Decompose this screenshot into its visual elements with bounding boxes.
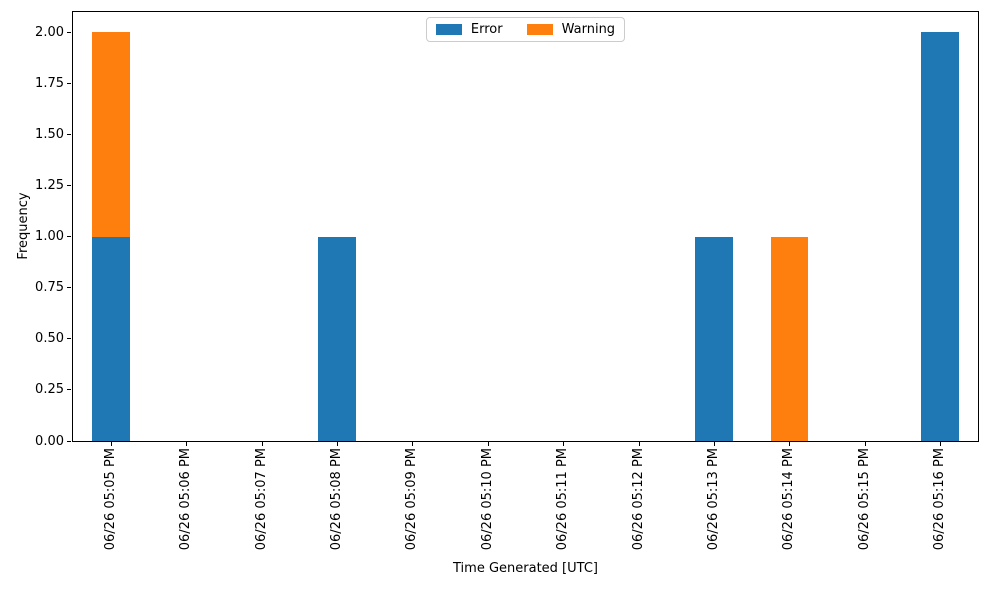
- y-tick: [67, 236, 71, 238]
- y-tick: [67, 389, 71, 391]
- y-tick-label: 0.50: [35, 331, 64, 347]
- x-tick-label: 06/26 05:16 PM: [932, 448, 948, 551]
- y-tick-label: 0.75: [35, 280, 64, 296]
- x-tick-label: 06/26 05:12 PM: [630, 448, 646, 551]
- y-tick: [67, 83, 71, 84]
- x-tick-label: 06/26 05:05 PM: [102, 448, 118, 551]
- x-tick: [488, 442, 489, 446]
- bar-segment-error: [921, 32, 960, 441]
- bar-segment-warning: [91, 32, 130, 237]
- y-tick: [67, 287, 71, 289]
- y-tick-label: 2.00: [35, 24, 64, 40]
- x-tick: [639, 442, 640, 446]
- x-tick-label: 06/26 05:14 PM: [781, 448, 797, 551]
- bar-segment-error: [695, 236, 733, 441]
- y-tick-label: 0.00: [35, 433, 64, 449]
- x-tick: [262, 442, 263, 446]
- x-tick-label: 06/26 05:09 PM: [404, 448, 420, 551]
- x-tick-label: 06/26 05:11 PM: [555, 448, 571, 551]
- x-tick: [186, 442, 187, 446]
- x-tick: [789, 442, 790, 446]
- y-tick: [67, 338, 71, 340]
- y-tick-label: 1.00: [35, 229, 64, 245]
- x-tick-label: 06/26 05:08 PM: [328, 448, 344, 551]
- bar-segment-error: [318, 236, 356, 441]
- plot-area: [72, 11, 979, 442]
- y-tick-label: 1.25: [35, 178, 64, 194]
- y-axis-label: Frequency: [16, 192, 31, 260]
- y-tick-label: 0.25: [35, 382, 64, 398]
- y-tick-label: 1.75: [35, 76, 64, 91]
- bar-segment-warning: [770, 236, 809, 441]
- y-tick: [67, 31, 71, 33]
- x-axis-label: Time Generated [UTC]: [453, 561, 598, 576]
- y-tick: [67, 440, 71, 442]
- y-tick: [67, 134, 71, 136]
- bar-segment-error: [91, 236, 130, 441]
- x-tick-label: 06/26 05:07 PM: [253, 448, 269, 551]
- x-tick: [412, 442, 413, 446]
- x-tick-label: 06/26 05:10 PM: [479, 448, 495, 551]
- y-tick-label: 1.50: [35, 127, 64, 143]
- x-tick: [940, 442, 941, 446]
- x-tick-label: 06/26 05:15 PM: [856, 448, 872, 551]
- x-tick: [563, 442, 564, 446]
- x-tick: [714, 442, 715, 446]
- x-tick: [865, 442, 866, 446]
- x-tick-label: 06/26 05:13 PM: [706, 448, 722, 551]
- y-tick: [67, 185, 71, 187]
- x-tick-label: 06/26 05:06 PM: [178, 448, 194, 551]
- x-tick: [337, 442, 338, 446]
- x-tick: [111, 442, 112, 446]
